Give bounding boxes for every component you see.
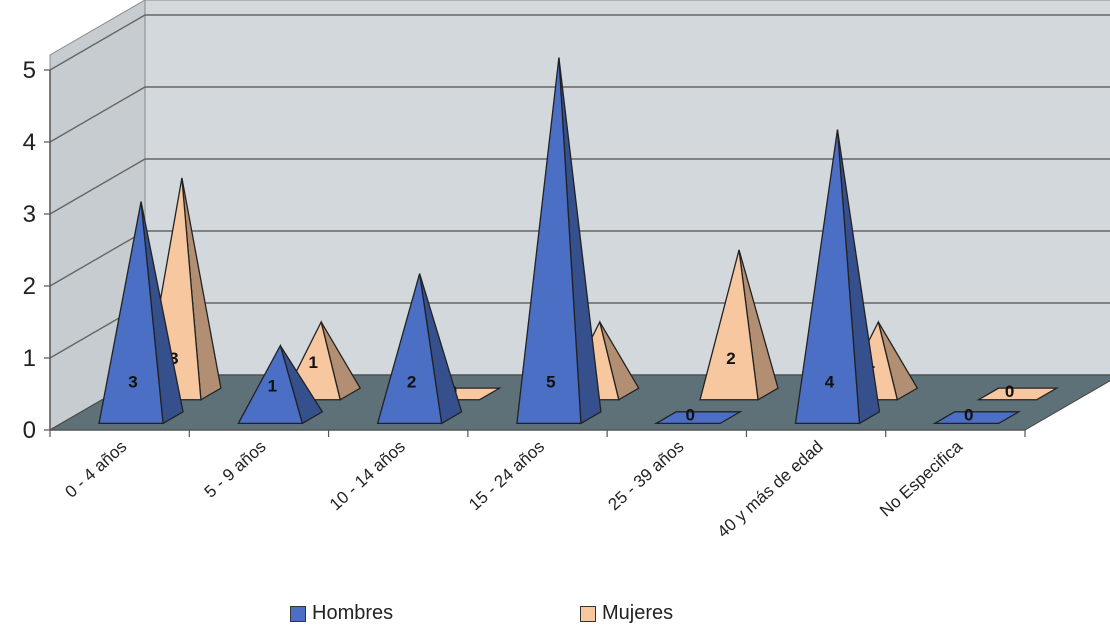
data-label-hombres-3: 5: [546, 372, 555, 391]
pyramid-hombres-2: [376, 273, 443, 425]
gridline: [49, 86, 1110, 143]
x-tick-label: No Especifica: [876, 436, 966, 520]
x-tick-label: 40 y más de edad: [714, 437, 827, 542]
data-label-mujeres-4: 2: [726, 349, 735, 368]
y-tick-label: 5: [23, 57, 36, 84]
pyramid-hombres-0: [98, 201, 164, 425]
data-label-mujeres-6: 0: [1005, 382, 1014, 401]
legend-swatch-hombres: [290, 605, 306, 622]
pyramid-hombres-4: [653, 411, 743, 425]
pyramid-hombres-3: [516, 57, 582, 425]
data-label-mujeres-1: 1: [308, 353, 317, 372]
legend-swatch-mujeres: [580, 605, 596, 622]
data-label-hombres-6: 0: [964, 405, 973, 424]
legend-label-mujeres: Mujeres: [602, 602, 674, 624]
x-tick-label: 10 - 14 años: [326, 437, 409, 514]
legend-item-mujeres: Mujeres: [580, 602, 673, 625]
legend-item-hombres: Hombres: [290, 602, 393, 625]
data-label-mujeres-0: 3: [169, 349, 178, 368]
pyramid-mujeres-4: [699, 249, 759, 401]
pyramid-hombres-6: [932, 411, 1022, 425]
data-label-hombres-0: 3: [128, 372, 137, 391]
y-tick-label: 3: [23, 201, 36, 228]
y-tick-label: 2: [23, 273, 36, 300]
data-label-hombres-2: 2: [407, 372, 416, 391]
y-tick-label: 4: [23, 129, 36, 156]
data-label-hombres-5: 4: [825, 372, 835, 391]
x-tick-label: 5 - 9 años: [201, 437, 270, 502]
legend: Hombres Mujeres: [0, 602, 1110, 632]
data-label-hombres-4: 0: [685, 405, 694, 424]
legend-label-hombres: Hombres: [312, 602, 394, 624]
x-tick-label: 15 - 24 años: [465, 437, 548, 514]
gridline: [49, 14, 1110, 71]
gridline: [49, 158, 1110, 215]
y-tick-label: 0: [23, 417, 36, 444]
data-label-hombres-1: 1: [268, 376, 277, 395]
x-tick-label: 0 - 4 años: [61, 437, 130, 502]
pyramid-hombres-5: [794, 129, 861, 425]
pyramid-hombres-1: [237, 343, 304, 425]
back-wall: [144, 0, 1110, 376]
y-tick-label: 1: [23, 345, 36, 372]
x-tick-label: 25 - 39 años: [605, 437, 688, 514]
pyramid-mujeres-6: [976, 387, 1060, 401]
